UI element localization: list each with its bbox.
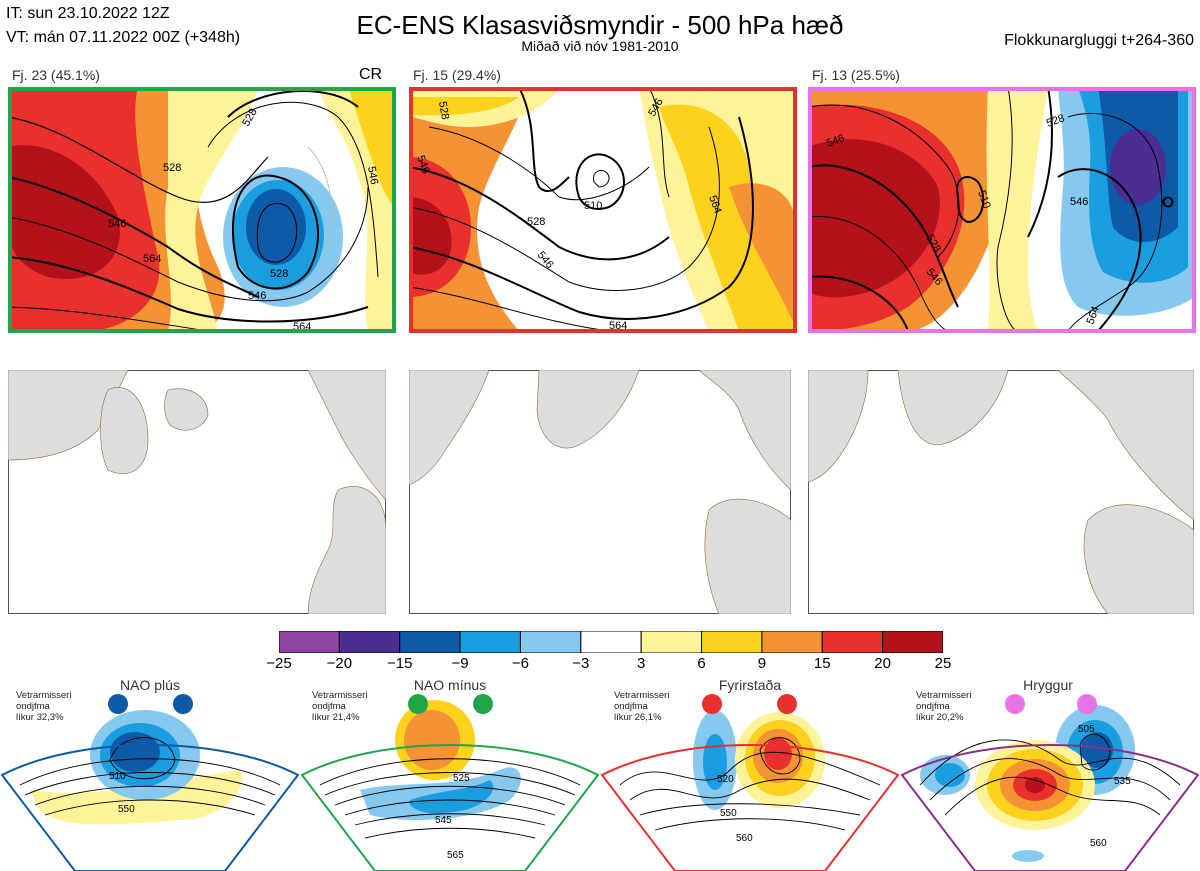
regime-1-note: Vetrarmisseri ondjfma líkur 32,3% — [16, 690, 71, 723]
regime-1-map: 510 550 — [0, 694, 300, 871]
contour-label: 550 — [118, 804, 135, 815]
colorbar-tick-label: 20 — [874, 655, 891, 672]
colorbar-tick-label: −15 — [386, 655, 413, 672]
colorbar-tick-label: −25 — [266, 655, 292, 672]
valid-time: VT: mán 07.11.2022 00Z (+348h) — [6, 29, 241, 46]
regime-note-line: líkur 26,1% — [614, 712, 662, 723]
cluster-2-label: Fj. 15 (29.4%) — [413, 67, 501, 83]
contour-label: 510 — [109, 771, 126, 782]
land-map-2 — [409, 370, 791, 614]
contour-label: 564 — [609, 320, 627, 331]
regime-note-line: Vetrarmisseri — [614, 690, 670, 701]
init-time: IT: sun 23.10.2022 12Z — [6, 5, 170, 22]
colorbar-swatch — [640, 631, 703, 653]
land-map-3 — [808, 370, 1194, 614]
contour-label: 564 — [143, 253, 161, 265]
contour-label: 560 — [1090, 838, 1107, 849]
contour-label: 564 — [706, 194, 724, 215]
contour-label: 545 — [435, 815, 452, 826]
regime-3-note: Vetrarmisseri ondjfma líkur 26,1% — [614, 690, 669, 723]
regime-4-name: Hryggur — [1023, 677, 1073, 693]
cluster-3-map: 546 510 528 546 528 546 564 — [808, 87, 1194, 331]
regime-note-line: líkur 20,2% — [916, 712, 964, 723]
regime-3-name: Fyrirstaða — [718, 677, 782, 693]
contour-label: 525 — [453, 773, 470, 784]
regime-note-line: ondjfma — [614, 701, 648, 712]
regime-3-map: 520 550 560 — [600, 694, 900, 871]
contour-label: 505 — [1078, 724, 1095, 735]
colorbar-tick-label: 3 — [637, 655, 646, 672]
colorbar-tick-label: −9 — [451, 655, 469, 672]
colorbar-swatch — [761, 631, 823, 653]
cluster-1-map: 528 528 546 564 528 546 564 546 — [8, 87, 394, 331]
regime-note-line: ondjfma — [312, 701, 346, 712]
contour-label: 564 — [1085, 305, 1103, 326]
regime-note-line: líkur 21,4% — [312, 712, 360, 723]
colorbar-tick-label: −3 — [572, 655, 590, 672]
contour-label: 546 — [414, 154, 432, 175]
contour-label: 565 — [447, 850, 464, 861]
colorbar-tick-label: 9 — [757, 655, 767, 672]
cluster-1-cr-tag: CR — [359, 66, 383, 83]
colorbar-swatch — [519, 631, 582, 653]
contour-label: 560 — [736, 833, 753, 844]
cluster-3-label: Fj. 13 (25.5%) — [812, 67, 900, 83]
regime-note-line: líkur 32,3% — [16, 712, 64, 723]
contour-label: 546 — [825, 132, 846, 150]
contour-label: 528 — [163, 162, 181, 174]
contour-label: 528 — [1045, 112, 1066, 130]
regime-2-note: Vetrarmisseri ondjfma líkur 21,4% — [312, 690, 367, 723]
regime-4-note: Vetrarmisseri ondjfma líkur 20,2% — [916, 690, 971, 723]
cluster-1-label: Fj. 23 (45.1%) — [12, 67, 100, 83]
regime-2-name: NAO mínus — [413, 677, 487, 693]
contour-label: 546 — [248, 290, 266, 302]
cluster-3-frame — [808, 87, 1196, 333]
colorbar-swatch — [459, 631, 521, 653]
colorbar-tick-label: −6 — [511, 655, 529, 672]
contour-label: 546 — [108, 218, 126, 230]
regime-note-line: Vetrarmisseri — [312, 690, 368, 701]
contour-label: 510 — [975, 189, 993, 210]
regime-note-line: Vetrarmisseri — [916, 690, 972, 701]
cluster-window: Flokkunargluggi t+264-360 — [1004, 32, 1194, 49]
contour-label: 528 — [527, 216, 545, 228]
colorbar-tick-label: 25 — [934, 655, 952, 672]
regime-1-name: NAO plús — [120, 677, 180, 693]
colorbar-swatch — [882, 631, 943, 653]
colorbar-tick-labels: −25 −20 −15 −9 −6 −3 3 6 9 15 20 25 — [266, 655, 951, 675]
colorbar-swatch — [399, 631, 461, 653]
colorbar-tick-label: −20 — [326, 655, 353, 672]
contour-label: 520 — [717, 774, 734, 785]
colorbar-swatch — [338, 631, 401, 653]
contour-label: 546 — [365, 165, 380, 185]
regime-note-line: ondjfma — [16, 701, 50, 712]
regime-4-map: 505 535 560 — [900, 694, 1200, 871]
page-subtitle: Miðað við nóv 1981-2010 — [521, 38, 679, 54]
contour-label: 528 — [270, 268, 288, 280]
colorbar-tick-label: 15 — [813, 655, 831, 672]
page-title: EC-ENS Klasasviðsmyndir - 500 hPa hæð — [356, 10, 844, 40]
regime-note-line: ondjfma — [916, 701, 950, 712]
colorbar-swatch — [821, 631, 884, 653]
cluster-2-map: 528 546 546 510 528 546 564 564 — [409, 87, 795, 331]
contour-label: 535 — [1114, 776, 1131, 787]
cluster-1-frame — [8, 87, 396, 333]
contour-label: 528 — [436, 100, 451, 120]
colorbar-swatch — [701, 631, 763, 653]
cluster-2-frame — [409, 87, 797, 333]
colorbar-tick-label: 6 — [697, 655, 706, 672]
land-map-1 — [8, 370, 386, 614]
contour-label: 510 — [584, 200, 602, 212]
contour-label: 550 — [720, 808, 737, 819]
colorbar-swatch — [580, 631, 642, 653]
colorbar-swatch — [279, 631, 340, 653]
contour-label: 564 — [293, 321, 311, 331]
contour-label: 546 — [1070, 196, 1088, 208]
regime-note-line: Vetrarmisseri — [16, 690, 72, 701]
colorbar — [279, 631, 943, 653]
regime-2-map: 525 545 565 — [300, 694, 600, 871]
